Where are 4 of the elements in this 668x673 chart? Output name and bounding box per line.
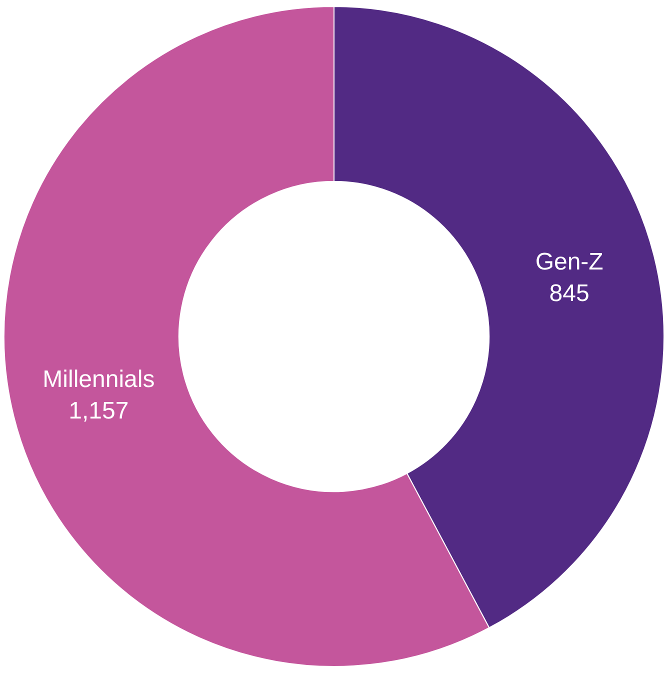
- slice-label: Millennials: [42, 366, 155, 394]
- slice-label: Gen-Z: [535, 248, 604, 276]
- data-label: 1,157: [68, 397, 129, 424]
- data-label: 845: [549, 280, 590, 307]
